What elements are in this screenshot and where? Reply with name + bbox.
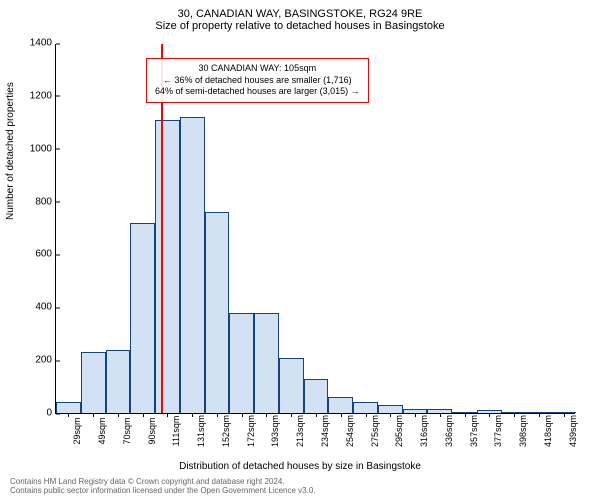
x-tick-mark: [93, 413, 94, 417]
x-tick: 152sqm: [217, 415, 231, 447]
x-tick: 439sqm: [564, 415, 578, 447]
title-line-1: 30, CANADIAN WAY, BASINGSTOKE, RG24 9RE: [0, 8, 600, 20]
histogram-bar: [205, 212, 230, 413]
x-tick: 336sqm: [440, 415, 454, 447]
histogram-bar: [254, 313, 279, 413]
x-tick: 70sqm: [118, 417, 132, 444]
histogram-bar: [353, 402, 378, 413]
x-tick: 172sqm: [242, 415, 256, 447]
histogram-bar: [106, 350, 131, 413]
y-tick: 200: [35, 355, 56, 366]
annotation-line: 30 CANADIAN WAY: 105sqm: [155, 63, 360, 75]
x-tick: 131sqm: [192, 415, 206, 447]
y-tick: 600: [35, 249, 56, 260]
y-tick: 1400: [30, 38, 56, 49]
histogram-bar: [229, 313, 254, 413]
footer: Contains HM Land Registry data © Crown c…: [10, 477, 316, 496]
title-line-2: Size of property relative to detached ho…: [0, 20, 600, 32]
x-tick: 377sqm: [489, 415, 503, 447]
x-tick: 418sqm: [539, 415, 553, 447]
x-tick: 234sqm: [316, 415, 330, 447]
y-tick: 1000: [30, 143, 56, 154]
x-tick: 193sqm: [266, 415, 280, 447]
histogram-bar: [378, 405, 403, 413]
x-tick-mark: [68, 413, 69, 417]
x-axis-label: Distribution of detached houses by size …: [0, 461, 600, 472]
histogram-bar: [304, 379, 329, 413]
y-axis-label: Number of detached properties: [5, 82, 16, 220]
annotation-line: ← 36% of detached houses are smaller (1,…: [155, 75, 360, 87]
x-tick: 275sqm: [366, 415, 380, 447]
x-tick: 90sqm: [143, 417, 157, 444]
chart-area: 020040060080010001200140029sqm49sqm70sqm…: [55, 44, 575, 414]
y-tick: 1200: [30, 90, 56, 101]
x-tick-mark: [143, 413, 144, 417]
x-tick: 357sqm: [465, 415, 479, 447]
annotation-box: 30 CANADIAN WAY: 105sqm← 36% of detached…: [146, 58, 369, 103]
y-tick: 0: [46, 408, 56, 419]
x-tick: 398sqm: [514, 415, 528, 447]
x-tick: 29sqm: [68, 417, 82, 444]
histogram-bar: [279, 358, 304, 414]
histogram-bar: [180, 117, 205, 413]
footer-line-2: Contains public sector information licen…: [10, 486, 316, 496]
x-tick: 49sqm: [93, 417, 107, 444]
x-tick: 316sqm: [415, 415, 429, 447]
histogram-bar: [328, 397, 353, 413]
y-tick: 400: [35, 302, 56, 313]
footer-line-1: Contains HM Land Registry data © Crown c…: [10, 477, 316, 487]
x-tick: 111sqm: [167, 416, 181, 447]
annotation-line: 64% of semi-detached houses are larger (…: [155, 86, 360, 98]
y-tick: 800: [35, 196, 56, 207]
histogram-bar: [81, 352, 106, 413]
histogram-bar: [56, 402, 81, 413]
title-area: 30, CANADIAN WAY, BASINGSTOKE, RG24 9RE …: [0, 0, 600, 32]
x-tick: 254sqm: [341, 415, 355, 447]
histogram-bar: [155, 120, 180, 413]
x-tick: 213sqm: [291, 415, 305, 447]
histogram-bar: [130, 223, 155, 413]
x-tick-mark: [118, 413, 119, 417]
x-tick: 295sqm: [390, 415, 404, 447]
